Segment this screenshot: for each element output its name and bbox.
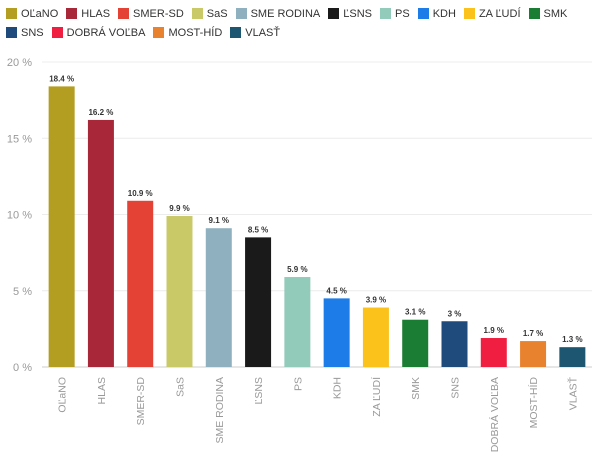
legend-swatch [191,8,203,19]
bar [48,86,75,368]
x-tick-label: PS [292,377,304,391]
legend-item[interactable]: SNS [6,26,44,39]
x-tick-label: MOST-HÍD [527,377,540,429]
legend-swatch [380,8,392,19]
y-tick-label: 0 % [13,362,32,374]
legend-item[interactable]: SMER-SD [118,7,184,20]
legend-label: OĽaNO [21,7,59,20]
bar [87,119,114,367]
data-label: 1.7 % [523,329,543,338]
legend-label: SNS [21,26,44,39]
data-label: 1.3 % [562,335,582,344]
y-tick-label: 15 % [7,133,32,145]
legend-item[interactable]: HLAS [66,7,110,20]
legend-item[interactable]: SMK [528,7,568,20]
x-tick-label: HLAS [96,377,108,404]
legend-label: PS [395,7,410,20]
legend-label: KDH [432,7,456,20]
bar [127,200,154,367]
legend-swatch [118,8,130,19]
legend-swatch [6,8,17,19]
bar [441,321,468,367]
legend-item[interactable]: SME RODINA [235,7,321,20]
legend-item[interactable]: ZA ĽUDÍ [463,7,521,20]
legend-item[interactable]: OĽaNO [6,7,58,20]
legend-label: HLAS [81,7,111,20]
legend-label: DOBRÁ VOĽBA [66,26,146,39]
legend-label: SMER-SD [133,7,184,20]
legend-swatch [528,8,540,19]
data-label: 4.5 % [326,286,346,295]
legend-swatch [235,8,247,19]
bar [480,338,507,367]
legend-label: SME RODINA [250,7,321,20]
legend-swatch [66,8,78,19]
y-tick-label: 10 % [7,210,32,222]
x-tick-label: VLASŤ [566,376,579,410]
legend-swatch [230,27,242,38]
data-label: 3.9 % [366,296,386,305]
legend-swatch [417,8,429,19]
legend-swatch [51,27,63,38]
legend-item[interactable]: DOBRÁ VOĽBA [51,26,146,39]
data-label: 1.9 % [484,326,504,335]
legend-swatch [328,8,340,19]
y-tick-label: 5 % [13,286,32,298]
x-tick-label: ZA ĽUDÍ [370,377,383,417]
legend-swatch [153,27,165,38]
bar [362,307,389,367]
y-tick-label: 20 % [7,57,32,69]
legend-item[interactable]: SaS [191,7,228,20]
bar [205,228,232,367]
bar [245,237,272,367]
x-tick-label: KDH [332,377,344,399]
legend-label: VLASŤ [245,26,281,39]
legend-item[interactable]: VLASŤ [230,26,280,39]
chart-legend: OĽaNO HLAS SMER-SD SaS SME RODINA ĽSNS PS KDH ZA… [6,7,602,39]
data-label: 9.1 % [209,216,229,225]
data-label: 3.1 % [405,308,425,317]
data-label: 5.9 % [287,265,307,274]
bar [323,298,350,367]
legend-label: ZA ĽUDÍ [478,7,521,20]
data-label: 18.4 % [49,74,74,83]
data-label: 16.2 % [88,108,113,117]
legend-swatch [463,8,475,19]
legend-item[interactable]: KDH [417,7,456,20]
bar [166,216,193,367]
legend-label: SMK [543,7,568,20]
legend-label: MOST-HÍD [168,26,223,39]
bar [402,319,429,367]
legend-item[interactable]: PS [380,7,410,20]
legend-label: ĽSNS [343,7,373,20]
legend-label: SaS [206,7,228,20]
legend-item[interactable]: ĽSNS [328,7,372,20]
x-tick-label: SMER-SD [135,377,147,426]
x-tick-label: SMK [410,377,422,400]
bar [559,347,586,367]
x-tick-label: SME RODINA [214,377,226,444]
x-tick-label: SNS [450,377,462,399]
x-tick-label: DOBRÁ VOĽBA [488,377,501,452]
bar [520,341,547,367]
data-label: 9.9 % [169,204,189,213]
bar [284,277,311,367]
legend-item[interactable]: MOST-HÍD [153,26,222,39]
data-label: 8.5 % [248,225,268,234]
data-label: 3 % [448,309,462,318]
x-tick-label: OĽaNO [57,377,69,413]
data-label: 10.9 % [128,189,153,198]
x-tick-label: ĽSNS [253,377,265,404]
legend-swatch [6,27,17,38]
x-tick-label: SaS [175,377,187,397]
